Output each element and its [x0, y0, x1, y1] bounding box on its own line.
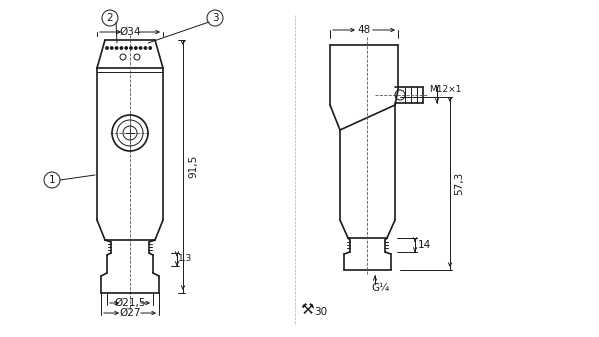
- Text: 3: 3: [211, 13, 218, 23]
- Circle shape: [125, 47, 128, 49]
- Circle shape: [106, 47, 108, 49]
- Text: ⚒: ⚒: [300, 303, 314, 317]
- Text: 91,5: 91,5: [188, 154, 198, 178]
- Text: M12×1: M12×1: [429, 85, 461, 93]
- Circle shape: [111, 47, 113, 49]
- Circle shape: [130, 47, 132, 49]
- Text: 14: 14: [418, 240, 431, 250]
- Text: 30: 30: [314, 307, 328, 317]
- Circle shape: [135, 47, 137, 49]
- Circle shape: [149, 47, 152, 49]
- Text: Ø21,5: Ø21,5: [114, 298, 146, 308]
- Text: 1,3: 1,3: [178, 254, 192, 264]
- Text: 48: 48: [358, 25, 371, 35]
- Text: 2: 2: [107, 13, 113, 23]
- Circle shape: [140, 47, 142, 49]
- Text: G¼: G¼: [372, 283, 390, 293]
- Text: 1: 1: [49, 175, 55, 185]
- Circle shape: [144, 47, 147, 49]
- Text: Ø34: Ø34: [119, 27, 141, 37]
- Circle shape: [116, 47, 118, 49]
- Text: Ø27: Ø27: [119, 308, 141, 318]
- Circle shape: [120, 47, 123, 49]
- Text: 57,3: 57,3: [454, 172, 464, 195]
